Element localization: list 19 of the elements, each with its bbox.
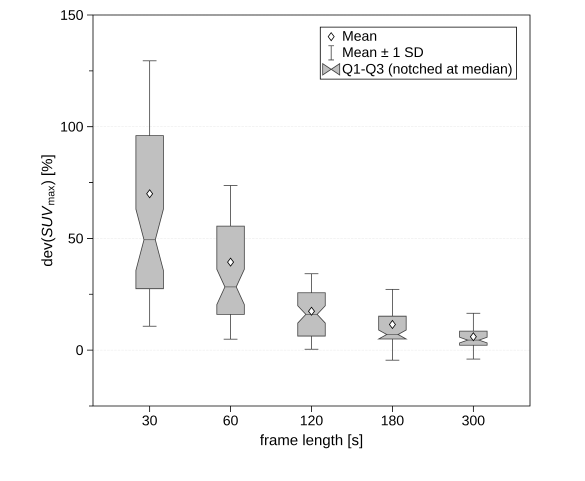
y-tick-label: 0 xyxy=(76,345,83,356)
x-axis-title: frame length [s] xyxy=(260,434,362,448)
point xyxy=(227,258,234,266)
x-tick-label: 300 xyxy=(462,416,484,426)
y-tick-label: 100 xyxy=(61,122,83,132)
point xyxy=(146,189,154,198)
annotation: Mean ± 1 SD xyxy=(343,47,423,58)
point xyxy=(308,306,315,316)
x-tick-label: 30 xyxy=(142,416,157,426)
point xyxy=(389,320,396,329)
legend-label: Q1-Q3 (notched at median) xyxy=(342,63,512,77)
y-tick-label: 50 xyxy=(68,233,83,244)
point xyxy=(470,332,477,342)
y-axis-title: dev(SUV$_{max}$) [%] xyxy=(41,155,56,266)
legend-label: Mean xyxy=(343,31,376,41)
x-tick-label: 60 xyxy=(224,416,238,426)
y-tick-label: 150 xyxy=(61,10,83,20)
x-tick-label: 180 xyxy=(382,416,404,426)
x-tick-label: 120 xyxy=(300,416,323,426)
